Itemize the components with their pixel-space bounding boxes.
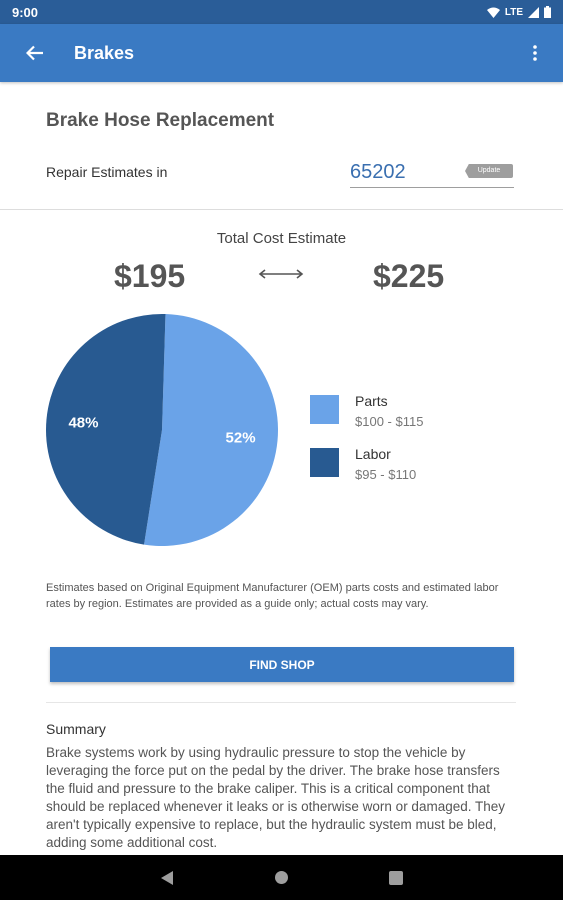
- nav-back-icon[interactable]: [160, 870, 174, 886]
- zip-input[interactable]: [350, 158, 460, 186]
- pie-label-parts: 52%: [226, 429, 256, 446]
- update-button[interactable]: Update: [465, 164, 513, 178]
- legend-name-parts: Parts: [355, 393, 388, 409]
- pie-label-labor: 48%: [68, 415, 98, 432]
- legend-range-labor: $95 - $110: [355, 467, 417, 482]
- status-bar: 9:00 LTE: [0, 0, 563, 24]
- signal-icon: [528, 6, 539, 18]
- legend-swatch-parts: [310, 395, 339, 424]
- legend-swatch-labor: [310, 448, 339, 477]
- status-icons: LTE: [486, 6, 551, 18]
- legend-parts: Parts $100 - $115: [310, 393, 423, 429]
- status-time: 9:00: [12, 4, 39, 20]
- app-bar: Brakes: [0, 24, 563, 82]
- zip-field-container: Update: [350, 158, 514, 188]
- summary-text: Brake systems work by using hydraulic pr…: [46, 745, 505, 850]
- system-nav-bar: [0, 855, 563, 900]
- cost-pie-chart: 52% 48%: [45, 314, 278, 546]
- range-arrow-icon: [258, 269, 304, 279]
- legend-labor: Labor $95 - $110: [310, 446, 416, 482]
- overflow-menu-button[interactable]: [507, 24, 563, 82]
- battery-icon: [544, 6, 551, 18]
- estimates-label: Repair Estimates in: [46, 164, 168, 180]
- network-type: LTE: [504, 6, 523, 18]
- find-shop-button[interactable]: FIND SHOP: [50, 647, 514, 682]
- nav-recents-icon[interactable]: [389, 870, 403, 885]
- cost-low: $195: [114, 258, 186, 294]
- more-vert-icon: [533, 45, 537, 61]
- legend-range-parts: $100 - $115: [355, 414, 424, 429]
- disclaimer-text: Estimates based on Original Equipment Ma…: [46, 582, 499, 610]
- legend-name-labor: Labor: [355, 446, 391, 462]
- repair-header-section: Brake Hose Replacement Repair Estimates …: [0, 82, 563, 210]
- divider: [46, 702, 516, 703]
- repair-title: Brake Hose Replacement: [46, 110, 275, 131]
- pie-slice-parts: [144, 314, 278, 546]
- nav-home-icon[interactable]: [274, 870, 289, 885]
- cost-high: $225: [373, 258, 445, 294]
- pie-slice-labor: [45, 314, 166, 545]
- total-cost-label: Total Cost Estimate: [216, 230, 347, 247]
- summary-title: Summary: [46, 721, 106, 737]
- app-title: Brakes: [74, 42, 135, 63]
- back-button[interactable]: [0, 24, 70, 82]
- back-arrow-icon: [26, 45, 43, 61]
- wifi-icon: [486, 7, 500, 18]
